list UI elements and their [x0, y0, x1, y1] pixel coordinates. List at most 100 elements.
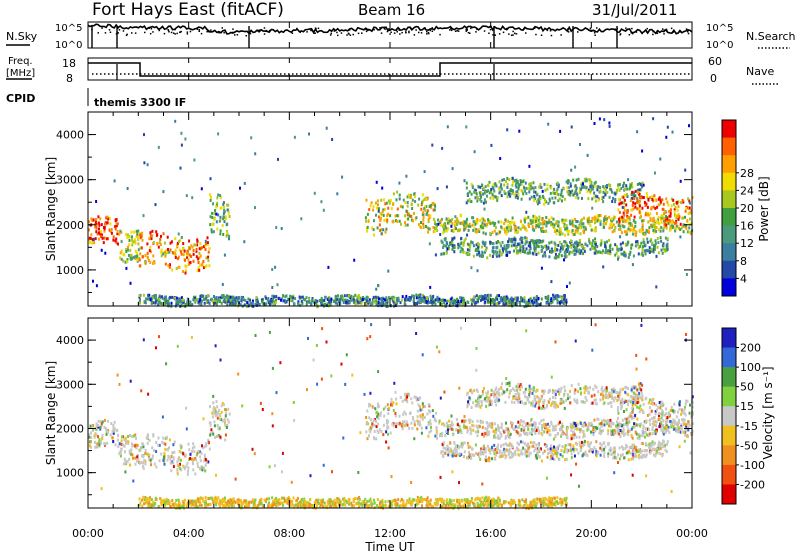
echo-cell	[547, 122, 550, 126]
echo-cell	[354, 293, 357, 297]
echo-cell	[640, 253, 643, 257]
cpid-value: themis 3300 IF	[94, 96, 186, 109]
echo-cell	[602, 265, 605, 269]
echo-cell	[216, 405, 219, 409]
nsearch-dot	[594, 34, 596, 36]
echo-cell	[485, 200, 487, 204]
echo-cell	[266, 298, 269, 302]
echo-cell	[119, 256, 122, 260]
echo-cell	[429, 204, 432, 207]
echo-cell	[584, 227, 587, 231]
echo-cell	[381, 186, 384, 190]
echo-cell	[632, 193, 635, 196]
echo-cell	[450, 297, 453, 301]
nsearch-dot	[340, 32, 343, 34]
echo-cell	[534, 432, 537, 435]
echo-cell	[646, 195, 648, 199]
echo-cell	[507, 430, 510, 434]
echo-cell	[545, 425, 547, 429]
echo-cell	[571, 425, 574, 429]
echo-cell	[624, 252, 627, 255]
echo-cell	[139, 246, 142, 250]
echo-cell	[529, 251, 532, 255]
echo-cell	[588, 237, 590, 241]
nsearch-dot	[269, 29, 271, 32]
echo-cell	[448, 219, 451, 223]
echo-cell	[603, 241, 606, 245]
echo-cell	[187, 263, 190, 267]
nsearch-dot	[666, 29, 668, 32]
echo-cell	[528, 164, 531, 168]
echo-cell	[473, 453, 475, 457]
echo-cell	[505, 297, 507, 301]
echo-cell	[508, 192, 510, 196]
echo-cell	[148, 438, 151, 442]
echo-cell	[514, 241, 517, 245]
echo-cell	[507, 244, 510, 248]
echo-cell	[439, 298, 442, 302]
echo-cell	[591, 216, 594, 220]
echo-cell	[645, 211, 648, 215]
echo-cell	[492, 197, 495, 201]
echo-cell	[302, 297, 305, 301]
echo-cell	[136, 443, 139, 447]
echo-cell	[192, 249, 195, 253]
echo-cell	[498, 248, 501, 252]
echo-cell	[99, 426, 102, 430]
echo-cell	[600, 430, 603, 433]
echo-cell	[589, 185, 592, 189]
echo-cell	[246, 301, 249, 305]
freq-label: Freq.	[8, 56, 33, 67]
echo-cell	[612, 196, 615, 200]
echo-cell	[451, 302, 454, 306]
colorbar-segment	[722, 172, 736, 191]
echo-cell	[567, 179, 570, 182]
echo-cell	[98, 223, 101, 227]
nsky-tick-bottom: 10^0	[55, 40, 82, 51]
echo-cell	[535, 193, 538, 197]
echo-cell	[594, 228, 597, 232]
echo-cell	[378, 297, 380, 301]
echo-cell	[380, 232, 383, 236]
echo-cell	[137, 237, 140, 241]
echo-cell	[611, 200, 614, 203]
echo-cell	[461, 248, 464, 251]
echo-cell	[678, 226, 680, 230]
echo-cell	[154, 301, 157, 305]
echo-cell	[244, 299, 247, 302]
echo-cell	[131, 444, 134, 448]
echo-cell	[553, 426, 556, 429]
echo-cell	[235, 301, 238, 305]
echo-cell	[199, 254, 202, 258]
echo-cell	[650, 206, 653, 210]
echo-cell	[621, 217, 624, 221]
echo-cell	[134, 444, 136, 448]
echo-cell	[632, 254, 635, 258]
echo-cell	[618, 183, 621, 187]
echo-cell	[525, 247, 528, 251]
echo-cell	[541, 428, 544, 432]
echo-cell	[509, 194, 512, 198]
echo-cell	[481, 245, 483, 249]
echo-cell	[308, 297, 310, 301]
echo-cell	[151, 301, 153, 305]
nsearch-dot	[271, 28, 273, 31]
echo-cell	[464, 419, 467, 423]
echo-cell	[550, 297, 553, 301]
nsearch-dot	[510, 34, 513, 36]
echo-cell	[146, 297, 149, 301]
echo-cell	[90, 431, 93, 435]
echo-cell	[636, 200, 638, 204]
echo-cell	[410, 397, 413, 401]
echo-cell	[172, 456, 175, 460]
echo-cell	[491, 426, 493, 429]
echo-cell	[655, 229, 658, 233]
echo-cell	[98, 440, 101, 444]
echo-cell	[272, 302, 275, 306]
echo-cell	[223, 220, 226, 224]
echo-cell	[497, 434, 500, 438]
echo-cell	[483, 207, 486, 211]
echo-cell	[514, 425, 517, 429]
echo-cell	[491, 298, 494, 302]
echo-cell	[665, 219, 668, 223]
